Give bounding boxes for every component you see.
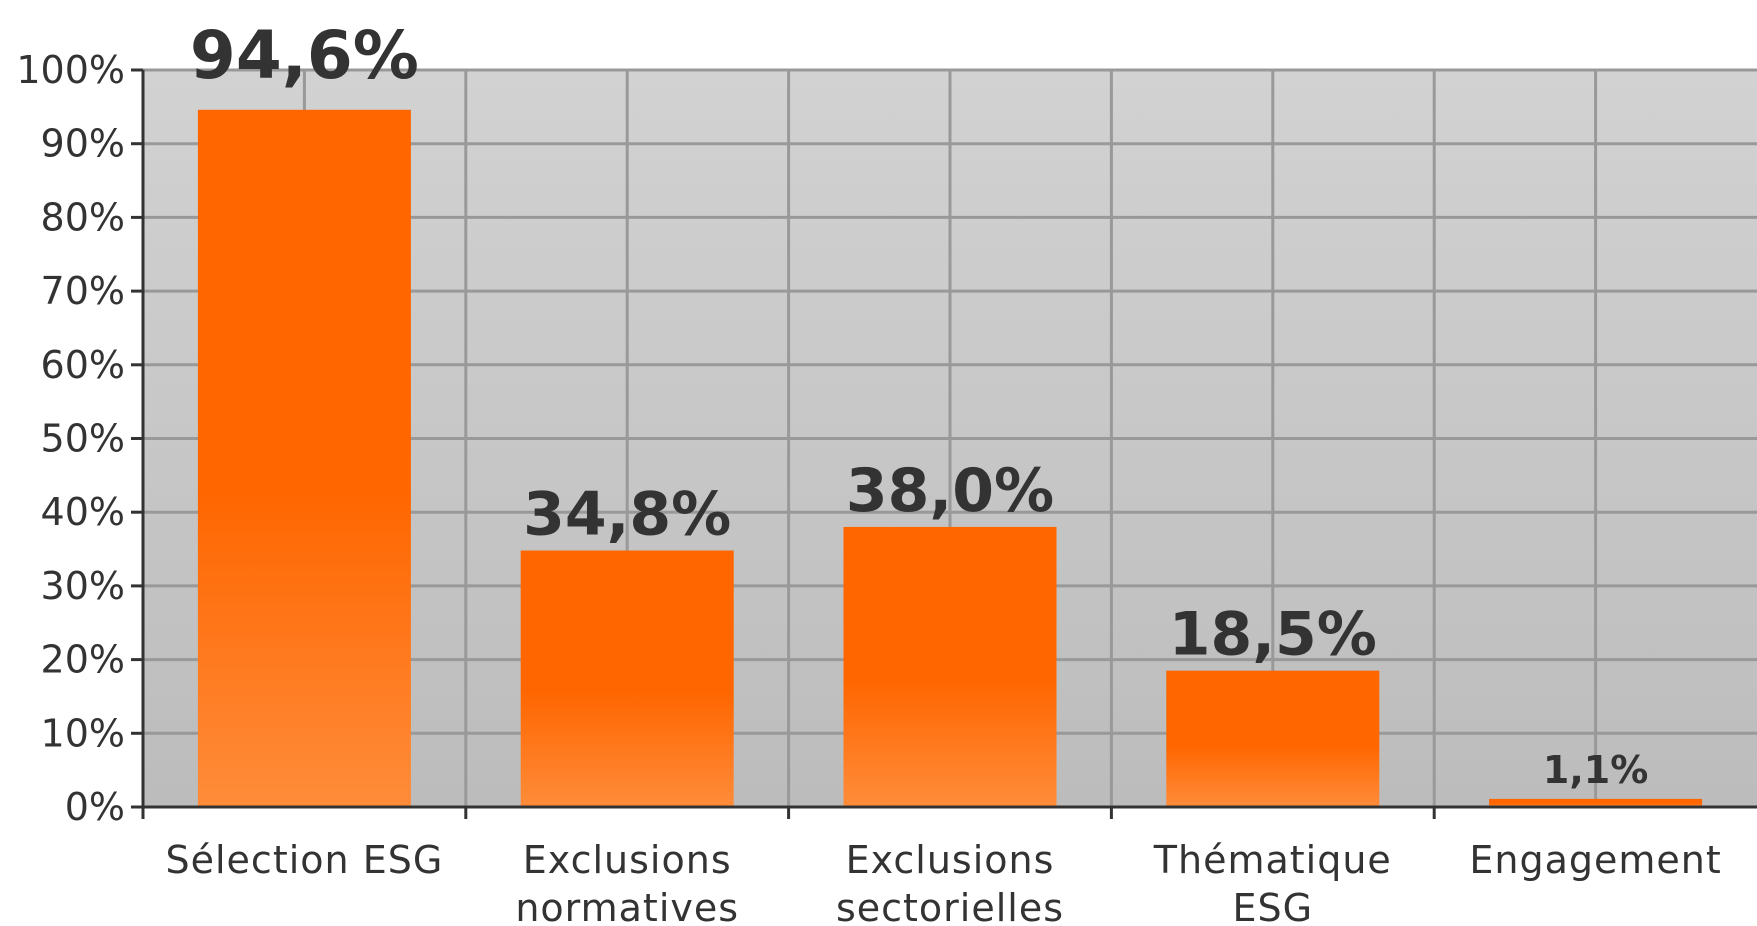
bar [1489, 798, 1703, 807]
y-tick-label: 90% [41, 122, 125, 166]
x-category-label: Exclusions [523, 838, 732, 882]
x-category-label: Engagement [1469, 838, 1721, 882]
data-label: 38,0% [846, 456, 1054, 526]
data-label: 18,5% [1169, 600, 1377, 670]
x-category-label: sectorielles [836, 886, 1064, 926]
y-tick-labels: 0% 10% 20% 30% 40% 50% 60% 70% 80% 90% 100% [16, 48, 125, 829]
axes [131, 68, 1757, 819]
y-tick-label: 80% [41, 195, 125, 239]
x-category-label: Thématique [1153, 838, 1392, 882]
x-category-label: Sélection ESG [166, 838, 444, 882]
y-tick-label: 50% [41, 417, 125, 461]
y-tick-label: 0% [65, 785, 125, 829]
x-category-label: ESG [1233, 886, 1314, 926]
x-category-label: normatives [515, 886, 739, 926]
x-category-label: Exclusions [846, 838, 1055, 882]
bar [1166, 670, 1380, 807]
bar [843, 526, 1057, 807]
data-label: 1,1% [1543, 748, 1648, 792]
bar [197, 109, 411, 808]
y-tick-label: 20% [41, 638, 125, 682]
y-tick-label: 10% [41, 711, 125, 755]
bar [520, 550, 734, 807]
y-tick-label: 40% [41, 490, 125, 534]
y-tick-label: 70% [41, 269, 125, 313]
data-label: 94,6% [190, 17, 419, 94]
data-labels: 94,6% 34,8% 38,0% 18,5% 1,1% [190, 17, 1648, 792]
y-tick-label: 30% [41, 564, 125, 608]
data-label: 34,8% [523, 480, 731, 550]
y-tick-label: 60% [41, 343, 125, 387]
y-tick-label: 100% [16, 48, 125, 92]
x-category-labels: Sélection ESG ExclusionsnormativesExclusi… [166, 838, 1721, 926]
bars [197, 109, 1703, 808]
